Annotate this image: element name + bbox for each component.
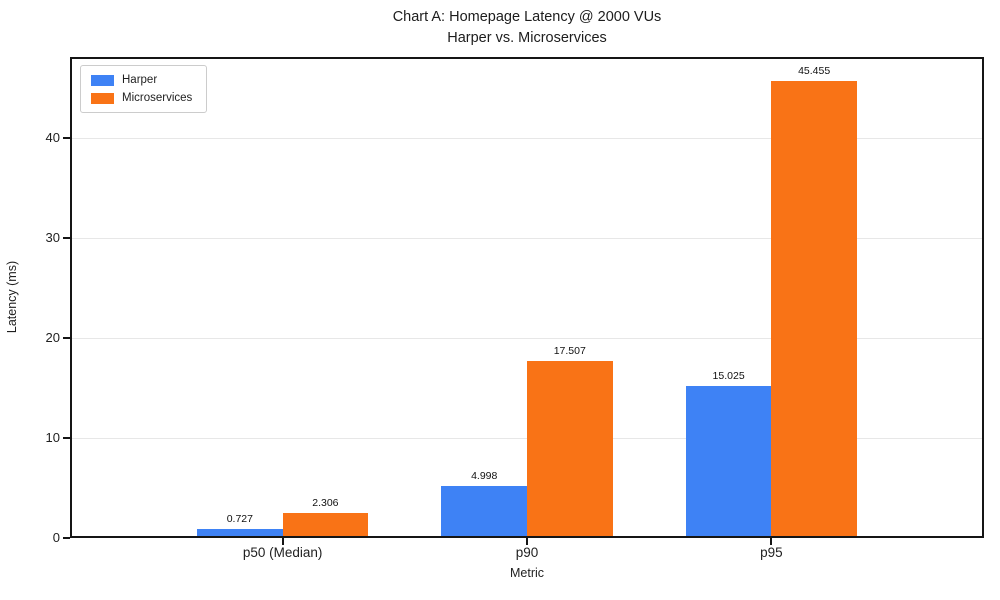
legend-entry-microservices: Microservices (91, 92, 192, 104)
bar-harper-p95 (685, 385, 772, 536)
bar-value-label: 0.727 (226, 512, 253, 525)
bar-harper-p50 (Median) (197, 528, 283, 536)
x-axis-label: Metric (509, 566, 545, 580)
legend: Harper Microservices (80, 65, 208, 113)
bar-microservices-p90 (527, 360, 613, 536)
bar-microservices-p50 (Median) (282, 512, 369, 536)
bar-value-label: 4.998 (471, 470, 498, 483)
y-axis-label: Latency (ms) (5, 260, 19, 334)
legend-swatch-icon (91, 74, 114, 86)
bar-harper-p90 (441, 486, 527, 536)
x-tick-label: p95 (760, 545, 783, 560)
bar-value-label: 2.306 (312, 496, 339, 509)
y-tick-label: 0 (52, 530, 60, 545)
chart-title: Chart A: Homepage Latency @ 2000 VUs Har… (70, 7, 984, 49)
chart-title-line1: Chart A: Homepage Latency @ 2000 VUs (392, 9, 662, 25)
x-tick-mark (526, 538, 528, 545)
x-tick-label: p50 (Median) (242, 545, 323, 560)
legend-label: Harper (122, 74, 158, 86)
plot-area: 0.727 4.998 15.025 2.306 17.507 45.455 Harper… (70, 57, 984, 538)
legend-entry-harper: Harper (91, 74, 192, 86)
gridline (72, 238, 982, 239)
y-tick-mark (63, 437, 70, 439)
y-tick-label: 20 (45, 330, 60, 345)
legend-swatch-icon (91, 92, 114, 104)
y-tick-label: 30 (45, 230, 60, 245)
x-tick-mark (281, 538, 284, 545)
bar-value-label: 15.025 (712, 369, 745, 382)
y-tick-label: 40 (45, 130, 60, 145)
x-tick-mark (770, 538, 773, 545)
bar-microservices-p95 (771, 81, 857, 536)
bar-value-label: 17.507 (553, 344, 586, 357)
chart-title-line2: Harper vs. Microservices (447, 30, 607, 46)
y-tick-label: 10 (45, 430, 60, 445)
y-tick-mark (63, 237, 70, 239)
x-tick-label: p90 (515, 545, 539, 560)
gridline (72, 138, 982, 139)
bar-value-label: 45.455 (798, 65, 831, 78)
gridline (72, 338, 982, 339)
legend-label: Microservices (122, 92, 193, 104)
y-tick-mark (63, 137, 70, 139)
y-tick-mark (63, 337, 70, 339)
y-tick-mark (63, 537, 70, 539)
